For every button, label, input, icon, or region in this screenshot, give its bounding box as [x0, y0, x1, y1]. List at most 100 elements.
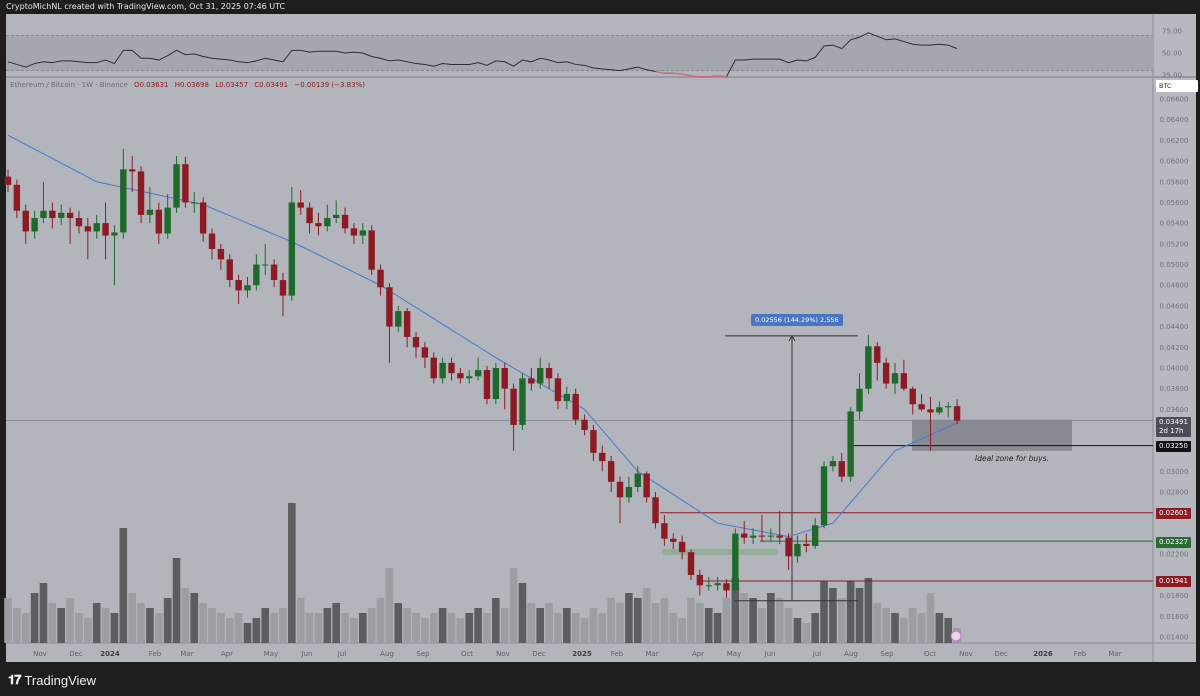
- candle-body: [749, 535, 757, 538]
- volume-bar: [438, 608, 447, 643]
- volume-bar: [784, 608, 793, 643]
- volume-bar: [633, 598, 642, 643]
- candle-body: [270, 264, 278, 281]
- volume-bar: [394, 603, 403, 643]
- candle-body: [936, 407, 943, 413]
- time-tick-label: Jul: [812, 650, 822, 658]
- time-tick-label: Oct: [461, 650, 473, 658]
- buy-zone-rect: [912, 419, 1072, 451]
- price-tick-label: 0.04600: [1160, 302, 1189, 310]
- price-tick-label: 0.05400: [1160, 220, 1189, 228]
- legend-close: C0.03491: [254, 81, 289, 89]
- candle-body: [900, 373, 908, 389]
- candle-body: [208, 233, 216, 250]
- volume-bar: [225, 618, 234, 643]
- time-tick-label: Mar: [1108, 650, 1121, 658]
- candle-body: [811, 525, 819, 546]
- price-tick-label: 0.01600: [1160, 613, 1189, 621]
- candle-body: [368, 230, 375, 270]
- candle-body: [137, 171, 145, 215]
- candle-body: [492, 368, 500, 400]
- rsi-oversold-segment: [673, 72, 683, 75]
- candle-body: [537, 368, 544, 384]
- volume-bar: [4, 598, 12, 643]
- candle-body: [31, 217, 38, 232]
- volume-bar: [128, 593, 136, 643]
- candle-body: [661, 523, 668, 539]
- volume-bar: [146, 608, 154, 643]
- candle-body: [58, 212, 65, 218]
- volume-bar: [359, 613, 367, 643]
- volume-bar: [84, 618, 92, 643]
- volume-bar: [580, 618, 589, 643]
- volume-bar: [296, 598, 305, 643]
- candle-body: [945, 406, 952, 408]
- candle-body: [332, 214, 340, 218]
- chart-canvas[interactable]: 0.06600 0.06400 0.06200 0.06000 0.05800 0.056…: [0, 0, 1200, 662]
- volume-bar: [66, 598, 74, 643]
- volume-bar: [492, 598, 500, 643]
- candle-body: [874, 346, 881, 363]
- currency-label[interactable]: BTC: [1156, 80, 1198, 92]
- time-tick-label: Nov: [496, 650, 510, 658]
- volume-bar: [376, 598, 385, 643]
- candle-body: [191, 202, 198, 204]
- volume-bar: [288, 503, 296, 643]
- candle-body: [528, 378, 535, 384]
- candle-body: [670, 538, 677, 542]
- candle-body: [377, 269, 384, 288]
- volume-bar: [642, 588, 651, 643]
- last-price: 0.03491: [1159, 418, 1188, 426]
- volume-bar: [704, 608, 713, 643]
- measure-arrow-icon: [788, 334, 796, 342]
- time-tick-label: Apr: [221, 650, 233, 658]
- time-tick-label: May: [727, 650, 741, 658]
- plot-background: [6, 14, 1196, 662]
- candle-body: [84, 226, 92, 232]
- price-tick-label: 0.03600: [1160, 406, 1189, 414]
- candle-body: [421, 347, 429, 358]
- bar-countdown: 2d 17h: [1159, 427, 1184, 435]
- volume-bar: [234, 613, 243, 643]
- support-zone-rect: [662, 549, 778, 555]
- candle-body: [599, 452, 606, 462]
- legend-change: −0.00139 (−3.83%): [294, 81, 365, 89]
- brand-name: TradingView: [24, 672, 97, 688]
- volume-bar: [279, 608, 287, 643]
- volume-bar: [92, 603, 101, 643]
- price-tick-label: 0.06000: [1160, 158, 1189, 166]
- volume-bar: [820, 581, 828, 643]
- price-tick-label: 0.03000: [1160, 468, 1189, 476]
- candles: [4, 148, 961, 598]
- time-tick-label: Mar: [180, 650, 193, 658]
- volume-bar: [846, 581, 855, 643]
- candle-body: [146, 209, 154, 215]
- price-axis-background[interactable]: [1153, 14, 1196, 662]
- candle-body: [128, 169, 136, 172]
- candle-body: [572, 393, 579, 420]
- candle-body: [607, 461, 615, 482]
- candle-body: [324, 217, 331, 227]
- volume-bar: [563, 608, 571, 643]
- volume-bar: [837, 598, 846, 643]
- volume-bar: [110, 613, 119, 643]
- tradingview-footer[interactable]: 𝟏𝟕 TradingView: [8, 672, 96, 688]
- time-tick-label: Feb: [149, 650, 162, 658]
- rsi-tick-label: 25.00: [1162, 72, 1182, 80]
- volume-bar: [21, 613, 30, 643]
- price-tick-label: 0.06600: [1160, 96, 1189, 104]
- volume-bar: [802, 623, 811, 643]
- level-badge-02601: 0.02601: [1156, 508, 1191, 519]
- volume-bar: [57, 608, 66, 643]
- candle-body: [164, 207, 171, 234]
- candle-body: [554, 378, 562, 402]
- volume-bar: [607, 598, 615, 643]
- candle-body: [643, 473, 650, 498]
- candle-body: [723, 583, 730, 591]
- time-tick-label: Mar: [645, 650, 658, 658]
- symbol-legend[interactable]: Ethereum / Bitcoin · 1W · Binance O0.036…: [10, 81, 365, 89]
- volume-bar: [660, 598, 669, 643]
- candle-body: [120, 169, 127, 233]
- time-tick-label: Feb: [611, 650, 624, 658]
- rsi-oversold-segment: [655, 70, 665, 74]
